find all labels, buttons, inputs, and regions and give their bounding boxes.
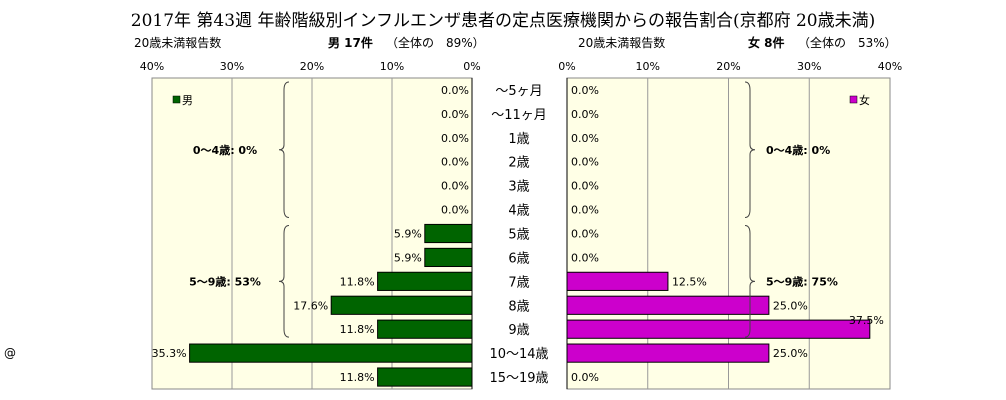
female-header-main: 女 8件 bbox=[748, 36, 785, 50]
male-data-label: 5.9% bbox=[394, 251, 422, 264]
female-tick-label: 30% bbox=[797, 60, 821, 73]
age-category-label: 5歳 bbox=[508, 228, 529, 243]
male-data-label: 0.0% bbox=[441, 180, 469, 193]
age-category-label: 〜11ヶ月 bbox=[491, 108, 547, 123]
female-tick-label: 20% bbox=[716, 60, 740, 73]
female-data-label: 25.0% bbox=[773, 299, 808, 312]
female-header-count-label: 20歳未満報告数 bbox=[578, 36, 666, 50]
female-data-label: 0.0% bbox=[571, 228, 599, 241]
female-bar bbox=[566, 295, 770, 315]
male-bar bbox=[424, 223, 473, 244]
age-category-label: 1歳 bbox=[508, 132, 529, 147]
male-data-label: 11.8% bbox=[340, 323, 375, 336]
male-tick-label: 10% bbox=[380, 60, 404, 73]
female-group-brace bbox=[744, 81, 756, 219]
age-category-label: 8歳 bbox=[508, 299, 529, 314]
female-data-label: 25.0% bbox=[773, 347, 808, 360]
age-category-label: 4歳 bbox=[508, 204, 529, 219]
female-data-label: 37.5% bbox=[849, 314, 884, 327]
male-data-label: 17.6% bbox=[293, 299, 328, 312]
male-bar bbox=[377, 271, 473, 291]
female-group-brace bbox=[744, 225, 756, 338]
female-data-label: 0.0% bbox=[571, 132, 599, 145]
male-header-sub: （全体の 89%） bbox=[386, 36, 485, 50]
female-tick-label: 10% bbox=[636, 60, 660, 73]
male-data-label: 0.0% bbox=[441, 108, 469, 121]
male-data-label: 0.0% bbox=[441, 204, 469, 217]
female-header-sub: （全体の 53%） bbox=[798, 36, 897, 50]
age-category-label: 15〜19歳 bbox=[489, 371, 548, 386]
age-category-label: 2歳 bbox=[508, 156, 529, 171]
male-data-label: 11.8% bbox=[340, 371, 375, 384]
female-data-label: 12.5% bbox=[672, 275, 707, 288]
age-category-label: 10〜14歳 bbox=[489, 347, 548, 362]
male-tick-label: 20% bbox=[300, 60, 324, 73]
male-data-label: 5.9% bbox=[394, 228, 422, 241]
male-group-label: 5〜9歳: 53% bbox=[189, 274, 261, 288]
male-bar bbox=[377, 367, 473, 387]
male-header-main: 男 17件 bbox=[328, 36, 373, 50]
male-tick-label: 40% bbox=[140, 60, 164, 73]
female-data-label: 0.0% bbox=[571, 156, 599, 169]
male-bar bbox=[424, 247, 473, 268]
male-data-label: 11.8% bbox=[340, 275, 375, 288]
female-data-label: 0.0% bbox=[571, 108, 599, 121]
age-category-label: 3歳 bbox=[508, 180, 529, 195]
male-group-brace bbox=[278, 81, 290, 219]
male-bar bbox=[189, 343, 473, 363]
male-bar bbox=[377, 319, 473, 339]
male-tick-label: 30% bbox=[220, 60, 244, 73]
female-tick-label: 40% bbox=[878, 60, 902, 73]
female-data-label: 0.0% bbox=[571, 251, 599, 264]
male-tick-label: 0% bbox=[463, 60, 480, 73]
male-data-label: 35.3% bbox=[152, 347, 187, 360]
female-tick-label: 0% bbox=[558, 60, 575, 73]
female-data-label: 0.0% bbox=[571, 371, 599, 384]
female-bar bbox=[566, 343, 770, 363]
age-category-label: 6歳 bbox=[508, 251, 529, 266]
female-data-label: 0.0% bbox=[571, 180, 599, 193]
male-data-label: 0.0% bbox=[441, 132, 469, 145]
female-legend-swatch bbox=[849, 95, 858, 104]
female-bar bbox=[566, 319, 871, 339]
female-group-label: 5〜9歳: 75% bbox=[766, 274, 838, 288]
female-bar bbox=[566, 271, 669, 291]
male-legend-swatch bbox=[172, 95, 181, 104]
male-data-label: 0.0% bbox=[441, 156, 469, 169]
male-bar bbox=[330, 295, 473, 315]
female-group-label: 0〜4歳: 0% bbox=[766, 143, 830, 157]
age-category-label: 7歳 bbox=[508, 275, 529, 290]
corner-mark: @ bbox=[4, 346, 16, 360]
male-group-brace bbox=[278, 225, 290, 338]
male-header-count-label: 20歳未満報告数 bbox=[134, 36, 222, 50]
male-data-label: 0.0% bbox=[441, 84, 469, 97]
female-legend-label: 女 bbox=[859, 93, 870, 107]
age-category-label: 9歳 bbox=[508, 323, 529, 338]
male-legend-label: 男 bbox=[182, 94, 193, 107]
female-data-label: 0.0% bbox=[571, 84, 599, 97]
male-group-label: 0〜4歳: 0% bbox=[193, 143, 257, 157]
chart-title: 2017年 第43週 年齢階級別インフルエンザ患者の定点医療機関からの報告割合(… bbox=[130, 11, 876, 31]
female-data-label: 0.0% bbox=[571, 204, 599, 217]
age-category-label: 〜5ヶ月 bbox=[495, 84, 542, 99]
